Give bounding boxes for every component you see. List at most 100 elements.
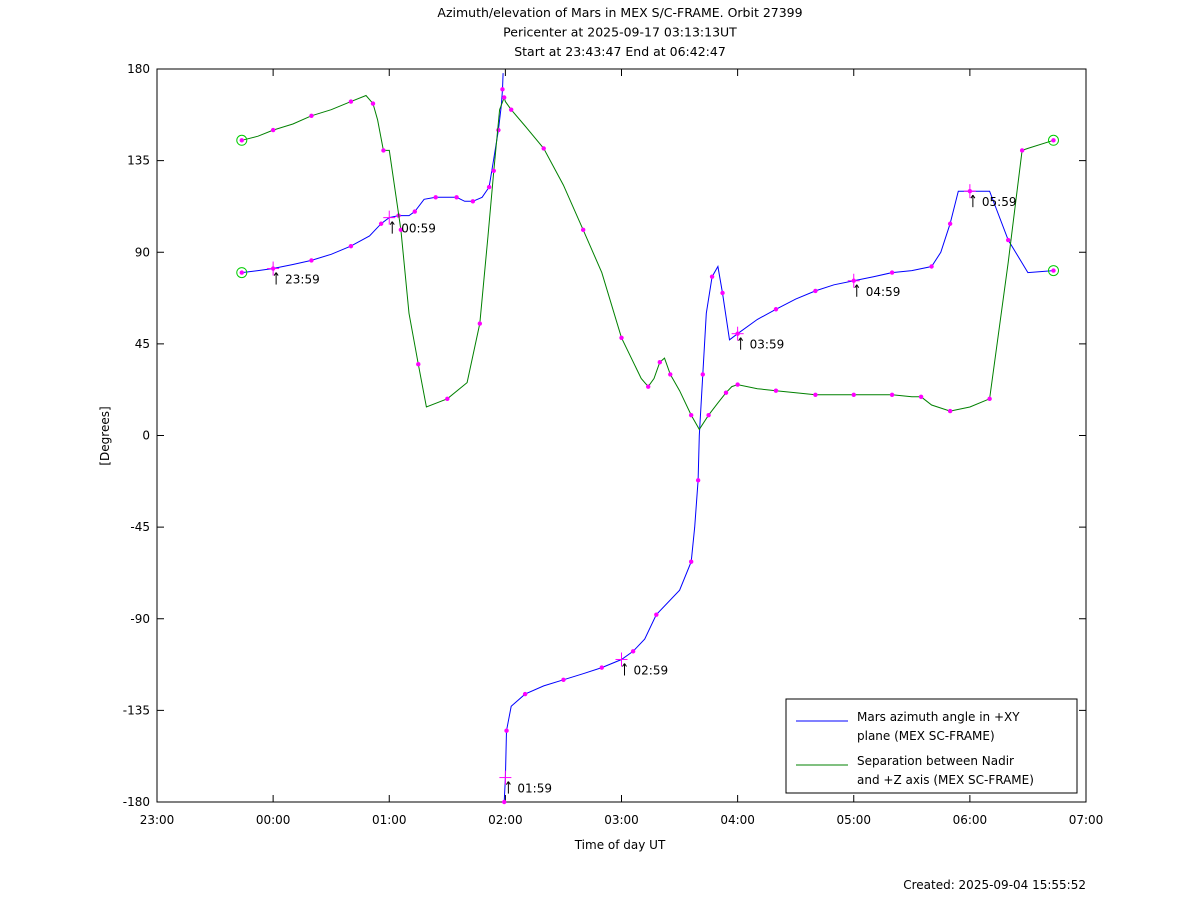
- series-line-1: [241, 94, 1054, 431]
- data-point: [541, 146, 546, 151]
- title-line-2: Start at 23:43:47 End at 06:42:47: [514, 44, 726, 59]
- time-marker-pointer: [970, 194, 974, 199]
- y-axis: 180 135 90 45 0 -45 -90 -135 -180: [123, 62, 1086, 809]
- data-point: [502, 799, 507, 805]
- x-axis: 23:00 00:00 01:00 02:00 03:00 04:00 05:00 06:00…: [140, 69, 1104, 827]
- x-tick-label: 07:00: [1069, 813, 1104, 827]
- y-tick-label: 90: [135, 245, 150, 259]
- data-point: [502, 95, 507, 100]
- time-marker-label: 02:59: [634, 663, 669, 677]
- time-marker-pointer: [624, 663, 627, 667]
- data-point: [580, 227, 586, 233]
- data-point: [720, 290, 725, 296]
- data-point: [445, 396, 450, 402]
- data-point: [309, 113, 314, 119]
- data-point: [496, 127, 501, 133]
- x-tick-label: 01:00: [372, 813, 407, 827]
- data-point: [500, 87, 505, 92]
- time-marker-label: 04:59: [866, 285, 901, 299]
- data-point: [735, 382, 740, 387]
- time-marker-pointer: [972, 194, 976, 199]
- data-point: [1051, 138, 1056, 143]
- legend-box: [785, 698, 1078, 794]
- data-point: [889, 392, 895, 397]
- data-point: [630, 649, 636, 654]
- data-point: [348, 243, 354, 249]
- data-point: [918, 394, 924, 400]
- endpoint-circle: [236, 267, 248, 279]
- data-point: [504, 728, 509, 733]
- time-marker-pointer: [505, 781, 509, 785]
- data-point: [851, 392, 856, 397]
- time-marker-label: 05:59: [982, 195, 1017, 209]
- data-point: [987, 396, 992, 402]
- x-tick-label: 03:00: [604, 813, 639, 827]
- x-tick-label: 06:00: [953, 813, 988, 827]
- data-point: [813, 288, 818, 294]
- data-point: [370, 101, 376, 106]
- data-point: [947, 221, 953, 226]
- time-marker-pointer: [507, 781, 511, 785]
- data-point: [381, 148, 386, 153]
- time-marker-pointer: [854, 284, 858, 289]
- legend: Mars azimuth angle in +XY plane (MEX SC-F…: [785, 698, 1078, 794]
- data-point: [412, 209, 417, 214]
- time-marker-pointer: [740, 337, 744, 341]
- data-point: [239, 270, 244, 275]
- time-marker-pointer: [275, 272, 279, 276]
- data-point: [491, 168, 496, 174]
- data-point: [947, 408, 953, 414]
- created-timestamp: Created: 2025-09-04 15:55:52: [903, 878, 1086, 892]
- y-axis-label: [Degrees]: [98, 406, 112, 465]
- data-point: [695, 478, 701, 483]
- time-marker-label: 03:59: [750, 338, 785, 352]
- data-point: [508, 107, 514, 112]
- data-point: [657, 360, 663, 365]
- title-line-1: Pericenter at 2025-09-17 03:13:13UT: [503, 25, 737, 40]
- endpoint-circle: [236, 134, 248, 146]
- data-point: [433, 195, 438, 200]
- y-tick-label: 0: [142, 429, 150, 443]
- series-line-0: [241, 73, 1054, 803]
- y-tick-label: -135: [123, 703, 150, 717]
- data-point: [1005, 237, 1011, 243]
- data-point: [398, 227, 404, 233]
- data-point: [813, 392, 818, 397]
- series-lines: [236, 73, 1059, 805]
- legend-label-1: Separation between Nadir: [857, 754, 1014, 768]
- chart-title: Azimuth/elevation of Mars in MEX S/C-FRA…: [437, 5, 802, 59]
- data-point: [477, 321, 483, 326]
- data-point: [619, 335, 624, 340]
- data-point: [688, 559, 694, 564]
- data-point: [1019, 148, 1025, 153]
- data-point: [654, 612, 659, 617]
- endpoint-circle: [1047, 265, 1059, 277]
- endpoint-circle: [1047, 134, 1059, 146]
- data-point: [646, 384, 651, 389]
- data-point: [486, 184, 492, 190]
- x-tick-label: 05:00: [836, 813, 871, 827]
- time-marker-pointer: [389, 221, 393, 225]
- y-tick-label: 45: [135, 337, 150, 351]
- legend-label-1: and +Z axis (MEX SC-FRAME): [857, 773, 1034, 787]
- time-marker-label: 00:59: [401, 222, 436, 236]
- x-tick-label: 00:00: [256, 813, 291, 827]
- legend-label-0: Mars azimuth angle in +XY: [857, 710, 1020, 724]
- time-marker-label: 23:59: [285, 273, 320, 287]
- y-tick-label: 180: [127, 62, 150, 76]
- data-point: [270, 127, 276, 133]
- y-tick-label: -90: [130, 612, 150, 626]
- data-point: [561, 677, 566, 683]
- y-tick-label: -45: [130, 520, 150, 534]
- data-point: [709, 274, 715, 279]
- time-marker-pointer: [273, 272, 277, 276]
- data-point: [378, 221, 384, 226]
- title-line-0: Azimuth/elevation of Mars in MEX S/C-FRA…: [437, 5, 802, 20]
- data-point: [522, 691, 528, 697]
- data-point: [416, 362, 421, 367]
- time-marker-pointer: [856, 284, 860, 289]
- data-point: [454, 195, 459, 200]
- time-marker-pointer: [622, 663, 625, 667]
- x-tick-label: 02:00: [488, 813, 523, 827]
